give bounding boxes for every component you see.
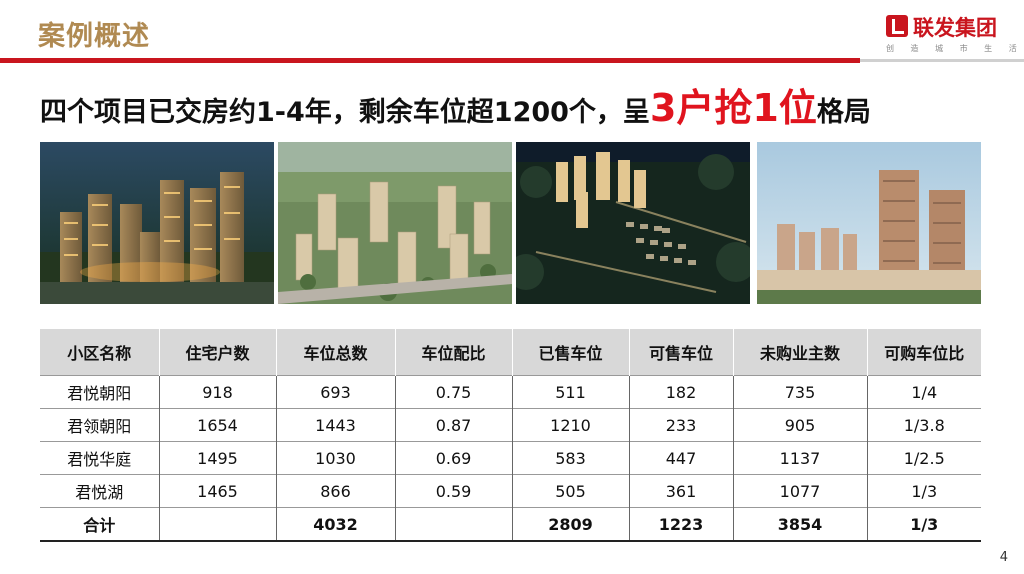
table-cell: 3854 — [732, 507, 867, 541]
table-cell: 1/2.5 — [866, 441, 981, 475]
table-row: 君悦朝阳 918 693 0.75 511 182 735 1/4 — [40, 375, 981, 409]
table-cell: 505 — [511, 474, 629, 508]
table-cell: 233 — [628, 408, 733, 442]
table-row: 君悦华庭 1495 1030 0.69 583 447 1137 1/2.5 — [40, 441, 981, 475]
header-rule-red — [0, 58, 860, 63]
headline: 四个项目已交房约1-4年，剩余车位超1200个，呈3户抢1位格局 — [40, 84, 871, 132]
table-cell: 1137 — [732, 441, 867, 475]
table-cell: 0.75 — [394, 375, 512, 409]
table-cell: 583 — [511, 441, 629, 475]
column-header: 小区名称 — [40, 329, 159, 376]
headline-suffix: 格局 — [816, 97, 871, 128]
table-cell: 0.59 — [394, 474, 512, 508]
table-cell — [394, 507, 512, 541]
project-photo-1-image — [40, 142, 274, 304]
headline-prefix: 四个项目已交房约1-4年，剩余车位超1200个，呈 — [40, 97, 650, 128]
column-header: 可购车位比 — [866, 329, 981, 376]
table-cell: 1443 — [275, 408, 395, 442]
table-cell: 合计 — [40, 507, 159, 541]
table-cell: 1654 — [158, 408, 276, 442]
page-number: 4 — [999, 550, 1008, 565]
column-header: 车位配比 — [394, 329, 512, 376]
table-cell: 866 — [275, 474, 395, 508]
table-cell: 1495 — [158, 441, 276, 475]
column-header: 可售车位 — [628, 329, 733, 376]
column-header: 已售车位 — [511, 329, 629, 376]
brand-name: 联发集团 — [913, 16, 997, 40]
table-cell: 361 — [628, 474, 733, 508]
table-row: 君领朝阳 1654 1443 0.87 1210 233 905 1/3.8 — [40, 408, 981, 442]
project-photo-4 — [757, 142, 981, 304]
table-cell: 735 — [732, 375, 867, 409]
table-cell — [158, 507, 276, 541]
table-cell: 0.87 — [394, 408, 512, 442]
table-cell: 君悦湖 — [40, 474, 159, 508]
table-cell: 1/3 — [866, 507, 981, 541]
table-cell: 1030 — [275, 441, 395, 475]
table-cell: 1/3.8 — [866, 408, 981, 442]
table-cell: 918 — [158, 375, 276, 409]
table-cell: 1465 — [158, 474, 276, 508]
table-header-row: 小区名称 住宅户数 车位总数 车位配比 已售车位 可售车位 未购业主数 可购车位… — [40, 329, 981, 376]
project-photo-1 — [40, 142, 274, 304]
column-header: 车位总数 — [275, 329, 395, 376]
table-cell: 君悦华庭 — [40, 441, 159, 475]
table-cell: 1210 — [511, 408, 629, 442]
table-cell: 君领朝阳 — [40, 408, 159, 442]
column-header: 住宅户数 — [158, 329, 276, 376]
brand-logo: 联发集团 创 造 城 市 生 活 — [886, 14, 1024, 54]
column-header: 未购业主数 — [732, 329, 867, 376]
parking-table: 小区名称 住宅户数 车位总数 车位配比 已售车位 可售车位 未购业主数 可购车位… — [40, 329, 981, 542]
table-cell: 905 — [732, 408, 867, 442]
section-title: 案例概述 — [38, 21, 150, 52]
project-photo-3-image — [516, 142, 750, 304]
project-photo-2-image — [278, 142, 512, 304]
project-photo-4-image — [757, 142, 981, 304]
project-photo-3 — [516, 142, 750, 304]
header-bar: 案例概述 联发集团 创 造 城 市 生 活 — [0, 0, 1024, 64]
table-row: 君悦湖 1465 866 0.59 505 361 1077 1/3 — [40, 474, 981, 508]
table-cell: 511 — [511, 375, 629, 409]
headline-highlight: 3户抢1位 — [649, 86, 817, 130]
table-cell: 1/4 — [866, 375, 981, 409]
header-rule-gray — [860, 59, 1024, 62]
table-total-row: 合计 4032 2809 1223 3854 1/3 — [40, 507, 981, 541]
table-cell: 君悦朝阳 — [40, 375, 159, 409]
table-cell: 1223 — [628, 507, 733, 541]
brand-mark-icon — [886, 15, 908, 37]
table-cell: 182 — [628, 375, 733, 409]
table-cell: 4032 — [275, 507, 395, 541]
table-cell: 693 — [275, 375, 395, 409]
table-cell: 1077 — [732, 474, 867, 508]
table-cell: 2809 — [511, 507, 629, 541]
table-cell: 447 — [628, 441, 733, 475]
project-photo-2 — [278, 142, 512, 304]
table-cell: 0.69 — [394, 441, 512, 475]
brand-slogan: 创 造 城 市 生 活 — [886, 44, 1024, 53]
table-cell: 1/3 — [866, 474, 981, 508]
